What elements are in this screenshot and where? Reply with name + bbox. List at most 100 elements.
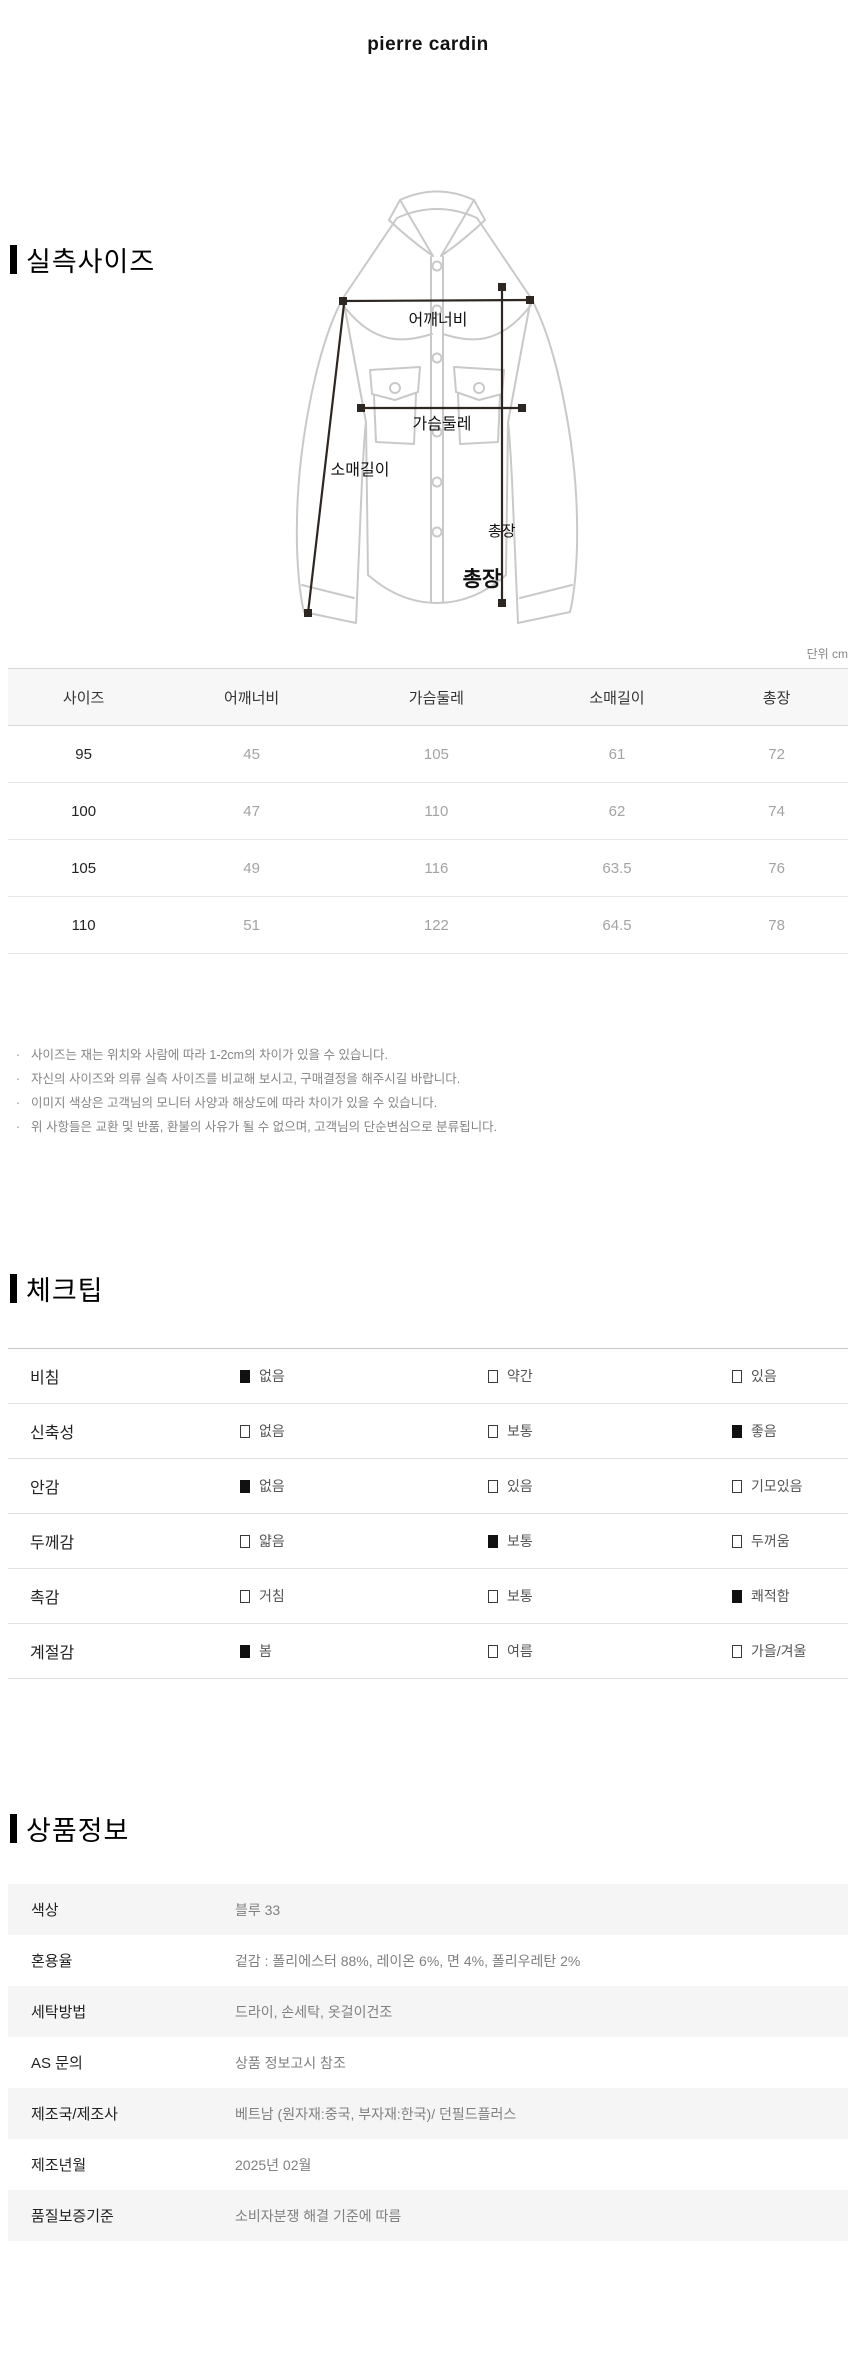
info-row: AS 문의 상품 정보고시 참조	[8, 2037, 848, 2088]
check-label: 비침	[30, 1370, 60, 1387]
brand-logo: pierre cardin	[367, 34, 489, 55]
title-bar-icon	[10, 1814, 17, 1843]
note-text: 사이즈는 재는 위치와 사람에 따라 1-2cm의 차이가 있을 수 있습니다.	[31, 1048, 388, 1062]
info-value: 베트남 (원자재:중국, 부자재:한국)/ 던필드플러스	[235, 2105, 517, 2122]
bullet-icon: ·	[16, 1096, 21, 1110]
size-cell: 105	[8, 839, 160, 897]
check-option-text: 얇음	[259, 1533, 285, 1549]
checkbox-icon	[240, 1424, 250, 1438]
section-title-text: 체크팁	[26, 1276, 104, 1306]
check-label: 안감	[30, 1480, 60, 1497]
check-option: 얇음	[240, 1531, 488, 1551]
shoulder-cell: 47	[159, 782, 344, 840]
bullet-icon: ·	[16, 1048, 21, 1062]
checkbox-icon	[488, 1479, 498, 1493]
check-label: 두께감	[30, 1535, 75, 1552]
chest-cell: 110	[343, 782, 529, 840]
check-option-text: 있음	[507, 1478, 533, 1494]
check-option: 보통	[488, 1586, 732, 1606]
info-value: 겉감 : 폴리에스터 88%, 레이온 6%, 면 4%, 폴리우레탄 2%	[235, 1952, 581, 1969]
info-label: 제조국/제조사	[31, 2106, 118, 2123]
chest-header: 가슴둘레	[343, 668, 529, 726]
size-notes: · 사이즈는 재는 위치와 사람에 따라 1-2cm의 차이가 있을 수 있습니…	[16, 1043, 836, 1139]
shirt-diagram-svg: 어깨너비 가슴둘레 소매길이 총장 총장	[295, 190, 579, 624]
check-label: 촉감	[30, 1590, 60, 1607]
shirt-measurement-diagram: 어깨너비 가슴둘레 소매길이 총장 총장	[280, 170, 600, 628]
diagram-label-chest: 가슴둘레	[413, 415, 472, 433]
checkbox-icon	[732, 1424, 742, 1438]
size-table-row: 95 45 105 61 72	[8, 725, 848, 783]
section-title-measurements: 실측사이즈	[10, 240, 155, 279]
section-title-check-tips: 체크팁	[10, 1269, 104, 1308]
diagram-label-shoulder: 어깨너비	[409, 311, 468, 329]
checkbox-icon	[488, 1589, 498, 1603]
check-option-text: 여름	[507, 1643, 533, 1659]
check-row: 비침 없음 약간 있음	[8, 1349, 848, 1404]
check-option: 보통	[488, 1421, 732, 1441]
info-label: AS 문의	[31, 2055, 83, 2072]
check-tips-table: 비침 없음 약간 있음 신축성 없음 보통 좋음 안감 없음 있음 기모있음 두…	[8, 1348, 848, 1679]
note-line: · 이미지 색상은 고객님의 모니터 사양과 해상도에 따라 차이가 있을 수 …	[16, 1091, 836, 1115]
check-option: 없음	[240, 1476, 488, 1496]
check-option-text: 가을/겨울	[751, 1643, 807, 1659]
shoulder-header: 어깨너비	[159, 668, 344, 726]
check-option-text: 약간	[507, 1368, 533, 1384]
check-option: 없음	[240, 1421, 488, 1441]
check-option-text: 거침	[259, 1588, 285, 1604]
check-row: 촉감 거침 보통 쾌적함	[8, 1569, 848, 1624]
checkbox-icon	[488, 1534, 498, 1548]
info-label: 색상	[31, 1902, 59, 1919]
check-option-text: 보통	[507, 1423, 533, 1439]
info-value: 상품 정보고시 참조	[235, 2054, 346, 2071]
size-cell: 100	[8, 782, 160, 840]
checkbox-icon	[240, 1534, 250, 1548]
note-line: · 자신의 사이즈와 의류 실측 사이즈를 비교해 보시고, 구매결정을 해주시…	[16, 1067, 836, 1091]
info-value: 2025년 02월	[235, 2156, 312, 2173]
checkbox-icon	[240, 1369, 250, 1383]
length-cell: 74	[705, 782, 848, 840]
checkbox-icon	[240, 1589, 250, 1603]
check-option-text: 없음	[259, 1423, 285, 1439]
shoulder-cell: 51	[159, 896, 344, 954]
check-label: 신축성	[30, 1425, 75, 1442]
check-option-text: 없음	[259, 1368, 285, 1384]
check-option: 보통	[488, 1531, 732, 1551]
check-option: 기모있음	[732, 1476, 848, 1496]
info-value: 드라이, 손세탁, 옷걸이건조	[235, 2003, 393, 2020]
check-option-text: 있음	[751, 1368, 777, 1384]
checkbox-icon	[732, 1644, 742, 1658]
size-header: 사이즈	[8, 668, 160, 726]
check-option-text: 두꺼움	[751, 1533, 790, 1549]
sleeve-cell: 63.5	[528, 839, 706, 897]
check-option: 봄	[240, 1641, 488, 1661]
check-option: 없음	[240, 1366, 488, 1386]
chest-cell: 122	[343, 896, 529, 954]
section-title-product-info: 상품정보	[10, 1809, 129, 1848]
check-row: 두께감 얇음 보통 두꺼움	[8, 1514, 848, 1569]
size-table-row: 110 51 122 64.5 78	[8, 896, 848, 954]
bullet-icon: ·	[16, 1072, 21, 1086]
diagram-label-length-small: 총장	[488, 523, 516, 540]
bullet-icon: ·	[16, 1120, 21, 1134]
check-option-text: 기모있음	[751, 1478, 803, 1494]
size-table-header-row: 사이즈 어깨너비 가슴둘레 소매길이 총장	[8, 668, 848, 726]
diagram-label-sleeve: 소매길이	[331, 461, 390, 479]
check-option: 있음	[488, 1476, 732, 1496]
note-text: 이미지 색상은 고객님의 모니터 사양과 해상도에 따라 차이가 있을 수 있습…	[31, 1096, 438, 1110]
sleeve-cell: 62	[528, 782, 706, 840]
checkbox-icon	[240, 1644, 250, 1658]
size-cell: 95	[8, 725, 160, 783]
length-header: 총장	[705, 668, 848, 726]
check-option-text: 좋음	[751, 1423, 777, 1439]
info-row: 제조년월 2025년 02월	[8, 2139, 848, 2190]
checkbox-icon	[488, 1369, 498, 1383]
checkbox-icon	[488, 1644, 498, 1658]
checkbox-icon	[732, 1534, 742, 1548]
check-option: 거침	[240, 1586, 488, 1606]
diagram-label-length-big: 총장	[463, 568, 502, 591]
info-label: 세탁방법	[31, 2004, 87, 2021]
note-line: · 위 사항들은 교환 및 반품, 환불의 사유가 될 수 없으며, 고객님의 …	[16, 1115, 836, 1139]
check-option: 좋음	[732, 1421, 848, 1441]
info-row: 제조국/제조사 베트남 (원자재:중국, 부자재:한국)/ 던필드플러스	[8, 2088, 848, 2139]
check-row: 신축성 없음 보통 좋음	[8, 1404, 848, 1459]
